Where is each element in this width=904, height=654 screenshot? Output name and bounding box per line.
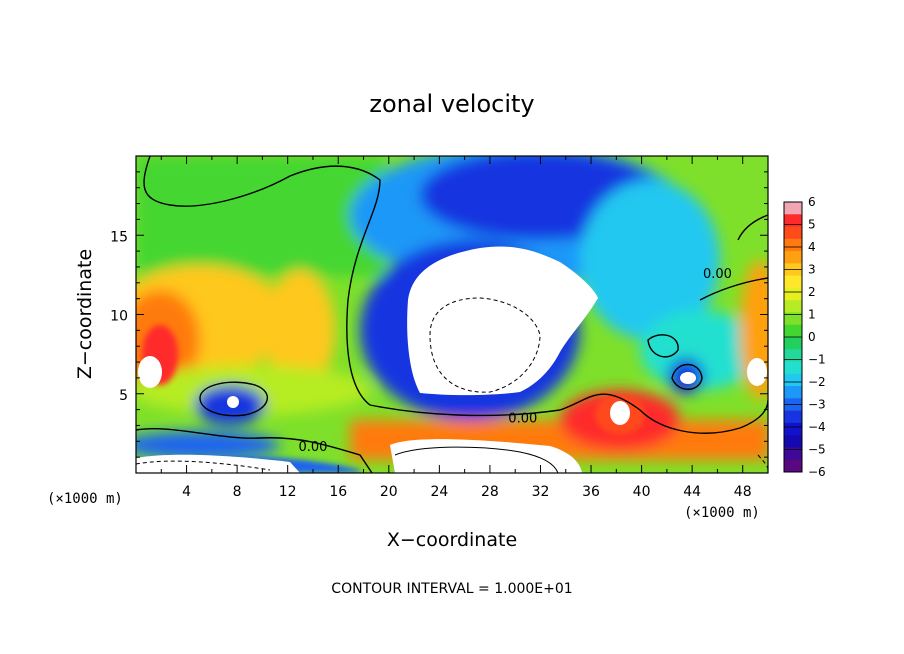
- colorbar-tick-label: 6: [808, 195, 816, 209]
- y-tick-label: 10: [110, 309, 128, 325]
- colorbar-swatch: [784, 312, 802, 326]
- colorbar-swatch: [784, 324, 802, 338]
- x-tick-label: 40: [633, 484, 651, 500]
- colorbar-swatch: [784, 422, 802, 436]
- colorbar-swatch: [784, 435, 802, 448]
- colorbar-swatch: [784, 447, 802, 461]
- colorbar-swatch: [784, 386, 802, 399]
- colorbar-tick-label: −4: [808, 420, 826, 434]
- x-tick-label: 16: [329, 484, 347, 500]
- colorbar-swatch: [784, 373, 802, 387]
- x-tick-label: 8: [233, 484, 242, 500]
- colorbar: 6 5 4 3 2 1 0 −1 −2 −3 −4 −5 −6: [783, 195, 826, 479]
- colorbar-tick-label: −3: [808, 398, 826, 412]
- colorbar-swatch: [784, 214, 802, 228]
- x-tick-label: 24: [430, 484, 448, 500]
- x-tick-label: 12: [279, 484, 297, 500]
- x-tick-label: 28: [481, 484, 499, 500]
- x-axis-ticks: 4 8 12 16 20 24 28 32 36 40 44 48: [160, 156, 752, 500]
- contour-labels: 0.00 0.00 0.00: [298, 267, 731, 455]
- colorbar-tick-label: 5: [808, 218, 816, 232]
- y-tick-label: 5: [119, 388, 128, 404]
- colorbar-tick-label: 4: [808, 240, 816, 254]
- colorbar-tick-label: −1: [808, 353, 826, 367]
- x-unit-right: (×1000 m): [684, 505, 760, 521]
- colorbar-swatch: [784, 226, 802, 240]
- colorbar-tick-label: −6: [808, 465, 826, 479]
- colorbar-swatch: [784, 337, 802, 350]
- colorbar-swatch: [784, 251, 802, 264]
- x-tick-label: 48: [734, 484, 752, 500]
- colorbar-swatch: [784, 275, 802, 289]
- y-tick-label: 15: [110, 229, 128, 245]
- colorbar-tick-label: −5: [808, 443, 826, 457]
- contour-interval-note: CONTOUR INTERVAL = 1.000E+01: [331, 581, 572, 597]
- colorbar-swatch: [784, 202, 802, 215]
- contour-label: 0.00: [703, 267, 732, 282]
- x-tick-label: 44: [683, 484, 701, 500]
- colorbar-tick-label: 1: [808, 308, 816, 322]
- contour-label: 0.00: [508, 411, 537, 426]
- chart-title: zonal velocity: [369, 90, 534, 118]
- colorbar-tick-label: 0: [808, 330, 816, 344]
- colorbar-swatch: [784, 300, 802, 313]
- colorbar-swatch: [784, 410, 802, 424]
- x-unit-left: (×1000 m): [47, 491, 123, 507]
- colorbar-swatch: [784, 349, 802, 363]
- x-axis-label: X−coordinate: [387, 529, 517, 551]
- zero-contour: [143, 156, 561, 417]
- colorbar-tick-label: 2: [808, 285, 816, 299]
- contour-label: 0.00: [298, 440, 327, 455]
- colorbar-swatch: [784, 361, 802, 375]
- colorbar-swatch: [784, 287, 802, 301]
- colorbar-swatch: [784, 238, 802, 252]
- white-core-region: [407, 246, 598, 396]
- velocity-field: [136, 156, 768, 473]
- colorbar-tick-label: −2: [808, 375, 826, 389]
- x-tick-label: 32: [532, 484, 550, 500]
- x-tick-label: 4: [182, 484, 191, 500]
- y-axis-ticks: 5 10 15: [110, 171, 768, 458]
- y-axis-label: Z−coordinate: [74, 249, 96, 379]
- x-tick-label: 36: [582, 484, 600, 500]
- colorbar-swatch: [784, 459, 802, 473]
- x-tick-label: 20: [380, 484, 398, 500]
- colorbar-tick-label: 3: [808, 263, 816, 277]
